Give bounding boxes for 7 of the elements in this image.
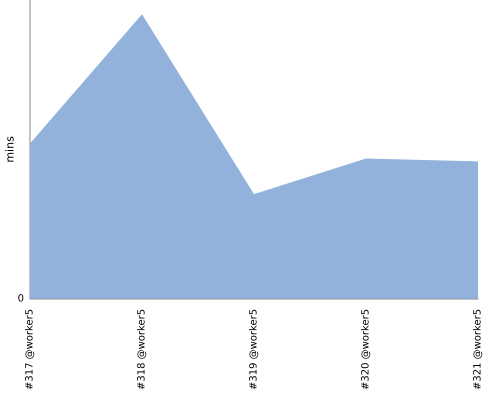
- x-tick-label: #318 @worker5: [136, 308, 148, 390]
- x-tick-label: #317 @worker5: [24, 308, 36, 390]
- x-tick-label: #319 @worker5: [248, 308, 260, 390]
- y-axis-title: mins: [3, 136, 16, 163]
- x-tick-label: #321 @worker5: [472, 308, 484, 390]
- text: 0: [18, 293, 24, 304]
- x-tick-label: #320 @worker5: [360, 308, 372, 390]
